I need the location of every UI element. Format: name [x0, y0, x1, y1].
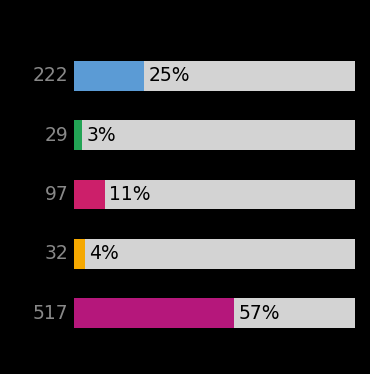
Bar	[74, 298, 234, 328]
Bar	[74, 298, 355, 328]
Text: 25%: 25%	[148, 67, 190, 85]
Bar	[74, 239, 85, 269]
Text: 11%: 11%	[109, 185, 151, 204]
Bar	[74, 180, 105, 209]
Bar	[74, 180, 355, 209]
Text: 517: 517	[33, 304, 68, 322]
Bar	[74, 120, 83, 150]
Bar	[74, 61, 144, 91]
Text: 29: 29	[45, 126, 68, 145]
Text: 222: 222	[33, 67, 68, 85]
Text: 97: 97	[45, 185, 68, 204]
Text: 57%: 57%	[239, 304, 280, 322]
Text: 32: 32	[45, 244, 68, 263]
Bar	[74, 61, 355, 91]
Text: 3%: 3%	[87, 126, 116, 145]
Bar	[74, 120, 355, 150]
Bar	[74, 239, 355, 269]
Text: 4%: 4%	[90, 244, 119, 263]
